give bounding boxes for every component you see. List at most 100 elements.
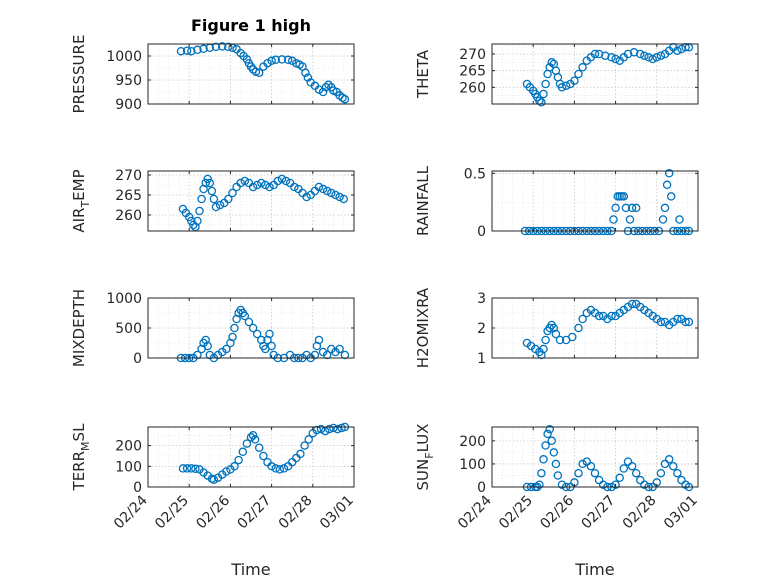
chart-1-point	[561, 81, 571, 90]
chart-0-point	[217, 42, 227, 51]
chart-3-point	[660, 203, 670, 213]
chart-1-point	[547, 58, 556, 67]
chart-7-point	[553, 471, 563, 480]
chart-7-markers	[522, 425, 694, 492]
chart-2-point	[224, 194, 233, 204]
chart-6-point	[275, 465, 285, 474]
chart-6-point	[271, 464, 280, 473]
chart-7-xtick-label: 02/24	[455, 492, 495, 532]
chart-6-point	[238, 447, 248, 457]
chart-1-point	[607, 53, 616, 62]
chart-4-point	[203, 341, 212, 351]
chart-3-point	[611, 203, 620, 213]
chart-3-point	[664, 169, 674, 178]
panel-mixdepth: 0 500 1000 MIXDEPTH	[70, 289, 355, 367]
chart-5-point	[673, 314, 682, 324]
chart-1-point	[541, 79, 550, 89]
chart-7-point	[545, 425, 554, 434]
chart-6-point	[304, 435, 313, 444]
chart-0-axes	[147, 43, 355, 105]
chart-6-point	[279, 464, 289, 473]
chart-1-point	[652, 53, 662, 62]
chart-6-ylabel-terr-msl: TERRMSL	[70, 423, 92, 492]
chart-4-point	[335, 344, 344, 354]
chart-7-point	[547, 436, 556, 446]
chart-7-point	[541, 441, 550, 450]
chart-5-point	[541, 335, 550, 345]
chart-4-point	[314, 335, 324, 345]
chart-7-point	[615, 473, 624, 483]
chart-1-markers	[522, 43, 694, 107]
chart-7-xtick-label: 02/28	[620, 493, 660, 533]
chart-5-point	[551, 329, 561, 339]
chart-6-point	[246, 433, 256, 442]
chart-0-ytick-label: 1000	[106, 49, 142, 65]
chart-0-point	[287, 56, 297, 66]
chart-0-point	[267, 56, 276, 66]
chart-1-point	[648, 54, 657, 64]
chart-2-point	[205, 178, 215, 188]
chart-3-ytick-label: 0.5	[464, 166, 486, 182]
chart-7-point	[669, 461, 678, 471]
chart-6-point	[296, 449, 305, 459]
chart-3-point	[631, 203, 641, 213]
chart-7-ylabel-sun-flux: SUNFLUX	[414, 424, 436, 491]
chart-2-point	[187, 216, 196, 226]
chart-6-xtick-label: 02/27	[235, 493, 275, 533]
chart-4-markers	[176, 305, 350, 363]
chart-1-point	[578, 63, 587, 72]
chart-2-point	[322, 186, 332, 196]
chart-0-point	[187, 46, 196, 56]
chart-7-point	[594, 475, 604, 485]
chart-4-point	[265, 329, 274, 339]
chart-4-point	[340, 350, 350, 360]
chart-2-point	[215, 200, 225, 210]
chart-3-point	[675, 215, 684, 224]
chart-6-ytick-label: 0	[133, 480, 142, 496]
chart-0-ytick-label: 950	[115, 73, 142, 89]
chart-7-xtick-label: 03/01	[661, 493, 701, 533]
chart-6-xtick-label: 02/25	[152, 493, 192, 533]
chart-0-ytick-label: 900	[115, 97, 142, 113]
chart-4-point	[248, 323, 258, 333]
chart-2-point	[207, 186, 217, 196]
chart-2-point	[228, 188, 237, 198]
chart-0-point	[176, 46, 186, 56]
chart-6-point	[178, 464, 188, 473]
chart-7-xtick-label: 02/26	[537, 492, 577, 532]
chart-4-point	[252, 329, 262, 339]
chart-7-point	[590, 468, 600, 478]
chart-2-ytick-label: 270	[115, 168, 142, 184]
chart-1-point	[673, 46, 682, 55]
chart-6-point	[182, 464, 192, 473]
chart-3-point	[658, 215, 668, 224]
chart-5-point	[574, 323, 583, 333]
chart-1-point	[601, 51, 610, 60]
chart-3-axes	[491, 170, 699, 232]
chart-2-point	[257, 178, 266, 188]
chart-2-point	[184, 212, 194, 222]
chart-1-ylabel-theta: THETA	[414, 49, 432, 99]
chart-2-point	[261, 180, 270, 190]
chart-2-point	[327, 188, 336, 198]
chart-7-xtick-label: 02/27	[579, 493, 619, 533]
chart-2-point	[331, 190, 340, 200]
chart-4-point	[222, 344, 231, 354]
chart-6-point	[209, 475, 219, 485]
chart-7-point	[673, 468, 682, 478]
chart-7-point	[598, 480, 608, 489]
chart-0-point	[277, 55, 287, 64]
chart-3-point	[662, 180, 672, 190]
chart-5-point	[578, 314, 587, 324]
chart-2-point	[310, 186, 320, 196]
chart-6-ytick-label: 100	[115, 459, 142, 475]
chart-6-point	[191, 464, 200, 474]
chart-0-point	[301, 68, 310, 78]
chart-4-ytick-label: 500	[115, 321, 142, 337]
chart-7-point	[586, 461, 596, 471]
chart-1-point	[570, 76, 579, 85]
chart-2-point	[195, 206, 204, 216]
chart-7-point	[631, 468, 641, 478]
chart-2-ylabel-air-temp: AIRTEMP	[70, 169, 92, 232]
chart-2-point	[252, 180, 262, 190]
